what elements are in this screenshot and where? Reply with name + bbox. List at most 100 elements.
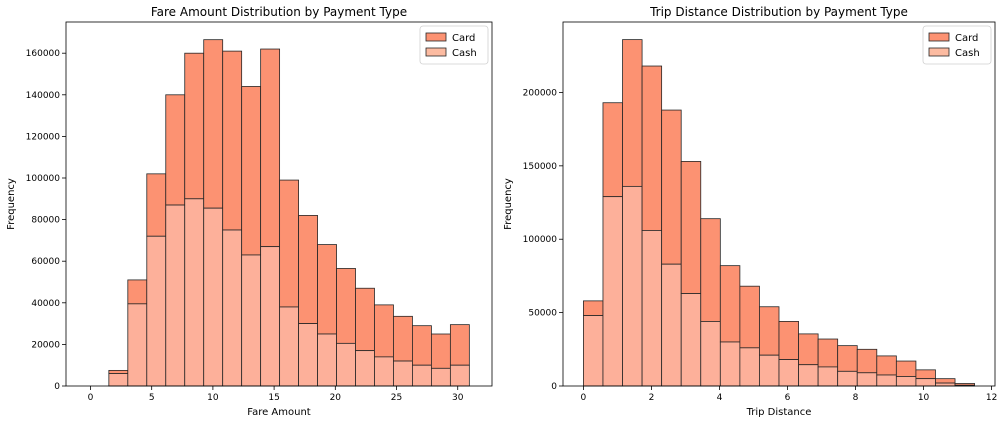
x-tick-label: 6 (785, 393, 791, 403)
cash-bar (108, 373, 129, 387)
card-bar (241, 86, 262, 256)
cash-bar (837, 370, 858, 387)
chart-title: Fare Amount Distribution by Payment Type (151, 5, 407, 19)
card-bar (661, 109, 682, 265)
card-bar (449, 324, 470, 366)
x-tick-label: 4 (717, 393, 723, 403)
cash-bar (393, 360, 413, 387)
legend-label: Cash (452, 48, 477, 59)
x-tick-label: 25 (391, 393, 402, 403)
card-bar (412, 325, 432, 366)
card-bar (895, 360, 917, 377)
card-bar (431, 333, 451, 369)
bars (583, 39, 975, 387)
card-bar (127, 279, 148, 305)
y-tick-label: 100000 (523, 235, 558, 245)
card-bar (739, 285, 760, 349)
card-bar (622, 39, 643, 187)
legend-swatch (425, 32, 447, 42)
card-bar (146, 173, 167, 237)
y-tick-label: 160000 (26, 49, 61, 59)
card-bar (876, 355, 897, 376)
trip-distance-chart: 0 2 4 6 8 10 12 0 50000 100000 150000 200000 Trip Di… (503, 5, 997, 418)
cash-bar (165, 204, 186, 387)
x-axis-label: Trip Distance (746, 407, 812, 418)
x-tick-label: 5 (149, 393, 155, 403)
chart-title: Trip Distance Distribution by Payment Ty… (649, 5, 908, 19)
y-tick-label: 40000 (31, 299, 60, 309)
cash-bar (739, 347, 760, 387)
cash-bar (583, 315, 604, 387)
cash-bar (431, 367, 451, 387)
card-bar (165, 94, 186, 206)
card-bar (856, 348, 878, 374)
cash-bar (876, 374, 897, 387)
x-tick-label: 10 (207, 393, 219, 403)
x-tick-label: 12 (986, 393, 997, 403)
axes-frame (562, 21, 996, 387)
y-axis-label: Frequency (6, 178, 17, 230)
cash-bar (778, 359, 799, 387)
card-bar (279, 179, 299, 308)
card-bar (798, 333, 819, 366)
legend-label: Card (955, 33, 978, 44)
card-bar (915, 369, 936, 380)
legend-label: Card (452, 33, 475, 44)
fare-amount-chart: 0 5 10 15 20 25 30 0 20000 40000 60000 80000 100000 1… (6, 5, 493, 418)
card-bar (700, 218, 721, 322)
cash-bar (680, 293, 702, 387)
card-bar (203, 39, 224, 209)
legend-swatch (928, 47, 950, 57)
cash-bar (184, 198, 205, 387)
card-bar (817, 338, 839, 368)
cash-bar (895, 376, 917, 387)
card-bar (759, 306, 780, 356)
legend-swatch (928, 32, 950, 42)
cash-bar (279, 306, 299, 387)
cash-bar (241, 254, 262, 387)
cash-bar (661, 263, 682, 387)
card-bar (184, 52, 205, 200)
cash-bar (798, 364, 819, 387)
y-tick-label: 60000 (31, 257, 60, 267)
cash-bar (412, 364, 432, 387)
cash-bar (222, 229, 243, 387)
y-tick-label: 0 (54, 382, 60, 392)
card-bar (393, 315, 413, 362)
y-tick-label: 0 (551, 382, 557, 392)
card-bar (336, 268, 356, 344)
cash-bar (317, 333, 337, 387)
cash-bar (935, 382, 956, 387)
x-axis-label: Fare Amount (247, 407, 311, 418)
card-bar (837, 345, 858, 372)
card-bar (222, 50, 243, 231)
card-bar (108, 369, 129, 374)
x-tick-label: 10 (918, 393, 930, 403)
cash-bar (203, 207, 224, 387)
card-bar (641, 65, 663, 231)
cash-bar (355, 350, 375, 387)
legend-swatch (425, 47, 447, 57)
card-bar (298, 215, 318, 325)
cash-bar (336, 342, 356, 387)
card-bar (260, 48, 281, 248)
cash-bar (719, 341, 741, 387)
cash-bar (759, 354, 780, 387)
cash-bar (374, 356, 394, 387)
x-tick-label: 30 (452, 393, 464, 403)
legend-label: Cash (955, 48, 980, 59)
card-bar (602, 102, 623, 198)
x-tick-label: 0 (88, 393, 94, 403)
cash-bar (298, 323, 318, 387)
cash-bar (641, 230, 663, 387)
card-bar (355, 287, 375, 352)
cash-bar (449, 364, 470, 387)
legend: Card Cash (922, 25, 992, 65)
cash-bar (127, 303, 148, 387)
cash-bar (260, 246, 281, 387)
y-tick-label: 200000 (523, 88, 558, 98)
cash-bar (602, 196, 623, 387)
cash-bar (856, 372, 878, 387)
